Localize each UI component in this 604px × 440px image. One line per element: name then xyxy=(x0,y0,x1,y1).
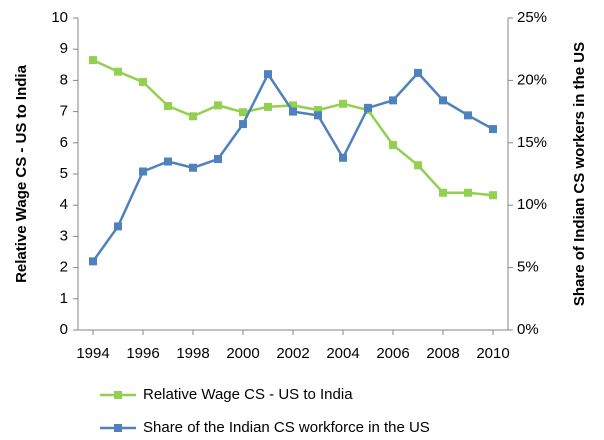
point xyxy=(314,106,322,115)
series-line xyxy=(92,58,494,197)
point xyxy=(464,188,472,197)
legend-label: Relative Wage CS - US to India xyxy=(143,386,353,403)
point xyxy=(164,101,172,110)
legend-marker xyxy=(114,424,122,432)
y2-tick-label: 10% xyxy=(517,196,547,213)
y-tick-label: 8 xyxy=(60,71,68,88)
point xyxy=(289,107,297,116)
point xyxy=(414,68,422,77)
y-tick-label: 9 xyxy=(60,40,68,57)
y-tick-label: 7 xyxy=(60,103,68,120)
x-tick-label: 2002 xyxy=(276,345,309,362)
point xyxy=(264,70,272,79)
x-tick-label: 2000 xyxy=(226,345,259,362)
y-tick-label: 6 xyxy=(60,134,68,151)
y2-tick-label: 0% xyxy=(517,321,539,338)
point xyxy=(314,111,322,120)
x-tick-label: 2008 xyxy=(426,345,459,362)
y-tick-label: 0 xyxy=(60,321,68,338)
x-tick-label: 2010 xyxy=(476,345,509,362)
y-tick-label: 2 xyxy=(60,259,68,276)
point xyxy=(389,96,397,105)
point xyxy=(339,99,347,108)
point xyxy=(114,222,122,231)
y-tick-label: 1 xyxy=(60,290,68,307)
point xyxy=(114,67,122,76)
y-tick-label: 5 xyxy=(60,165,68,182)
y-tick-label: 4 xyxy=(60,196,68,213)
y2-axis-title: Share of Indian CS workers in the US xyxy=(571,42,588,306)
point xyxy=(239,120,247,129)
point xyxy=(489,125,497,134)
x-tick-label: 2006 xyxy=(376,345,409,362)
point xyxy=(189,112,197,121)
y2-tick-label: 15% xyxy=(517,134,547,151)
x-tick-label: 1994 xyxy=(76,345,109,362)
y-tick-label: 10 xyxy=(51,9,68,26)
x-tick-label: 1996 xyxy=(126,345,159,362)
point xyxy=(439,188,447,197)
point xyxy=(139,167,147,176)
point xyxy=(89,257,97,266)
x-tick-label: 2004 xyxy=(326,345,359,362)
point xyxy=(214,101,222,110)
x-tick-label: 1998 xyxy=(176,345,209,362)
y-axis-title: Relative Wage CS - US to India xyxy=(13,64,30,282)
y2-tick-label: 20% xyxy=(517,71,547,88)
point xyxy=(414,161,422,170)
legend-marker xyxy=(114,391,122,399)
point xyxy=(139,77,147,86)
point xyxy=(264,102,272,111)
point xyxy=(489,191,497,200)
point xyxy=(439,96,447,105)
point xyxy=(389,140,397,149)
y2-tick-label: 25% xyxy=(517,9,547,26)
point xyxy=(364,103,372,112)
point xyxy=(239,108,247,117)
point xyxy=(339,153,347,162)
y-tick-label: 3 xyxy=(60,227,68,244)
y2-tick-label: 5% xyxy=(517,259,539,276)
point xyxy=(89,56,97,65)
point xyxy=(164,157,172,166)
point xyxy=(464,111,472,120)
point xyxy=(189,163,197,172)
point xyxy=(289,101,297,110)
legend-label: Share of the Indian CS workforce in the … xyxy=(143,419,430,436)
point xyxy=(214,155,222,164)
series-line xyxy=(91,71,494,263)
